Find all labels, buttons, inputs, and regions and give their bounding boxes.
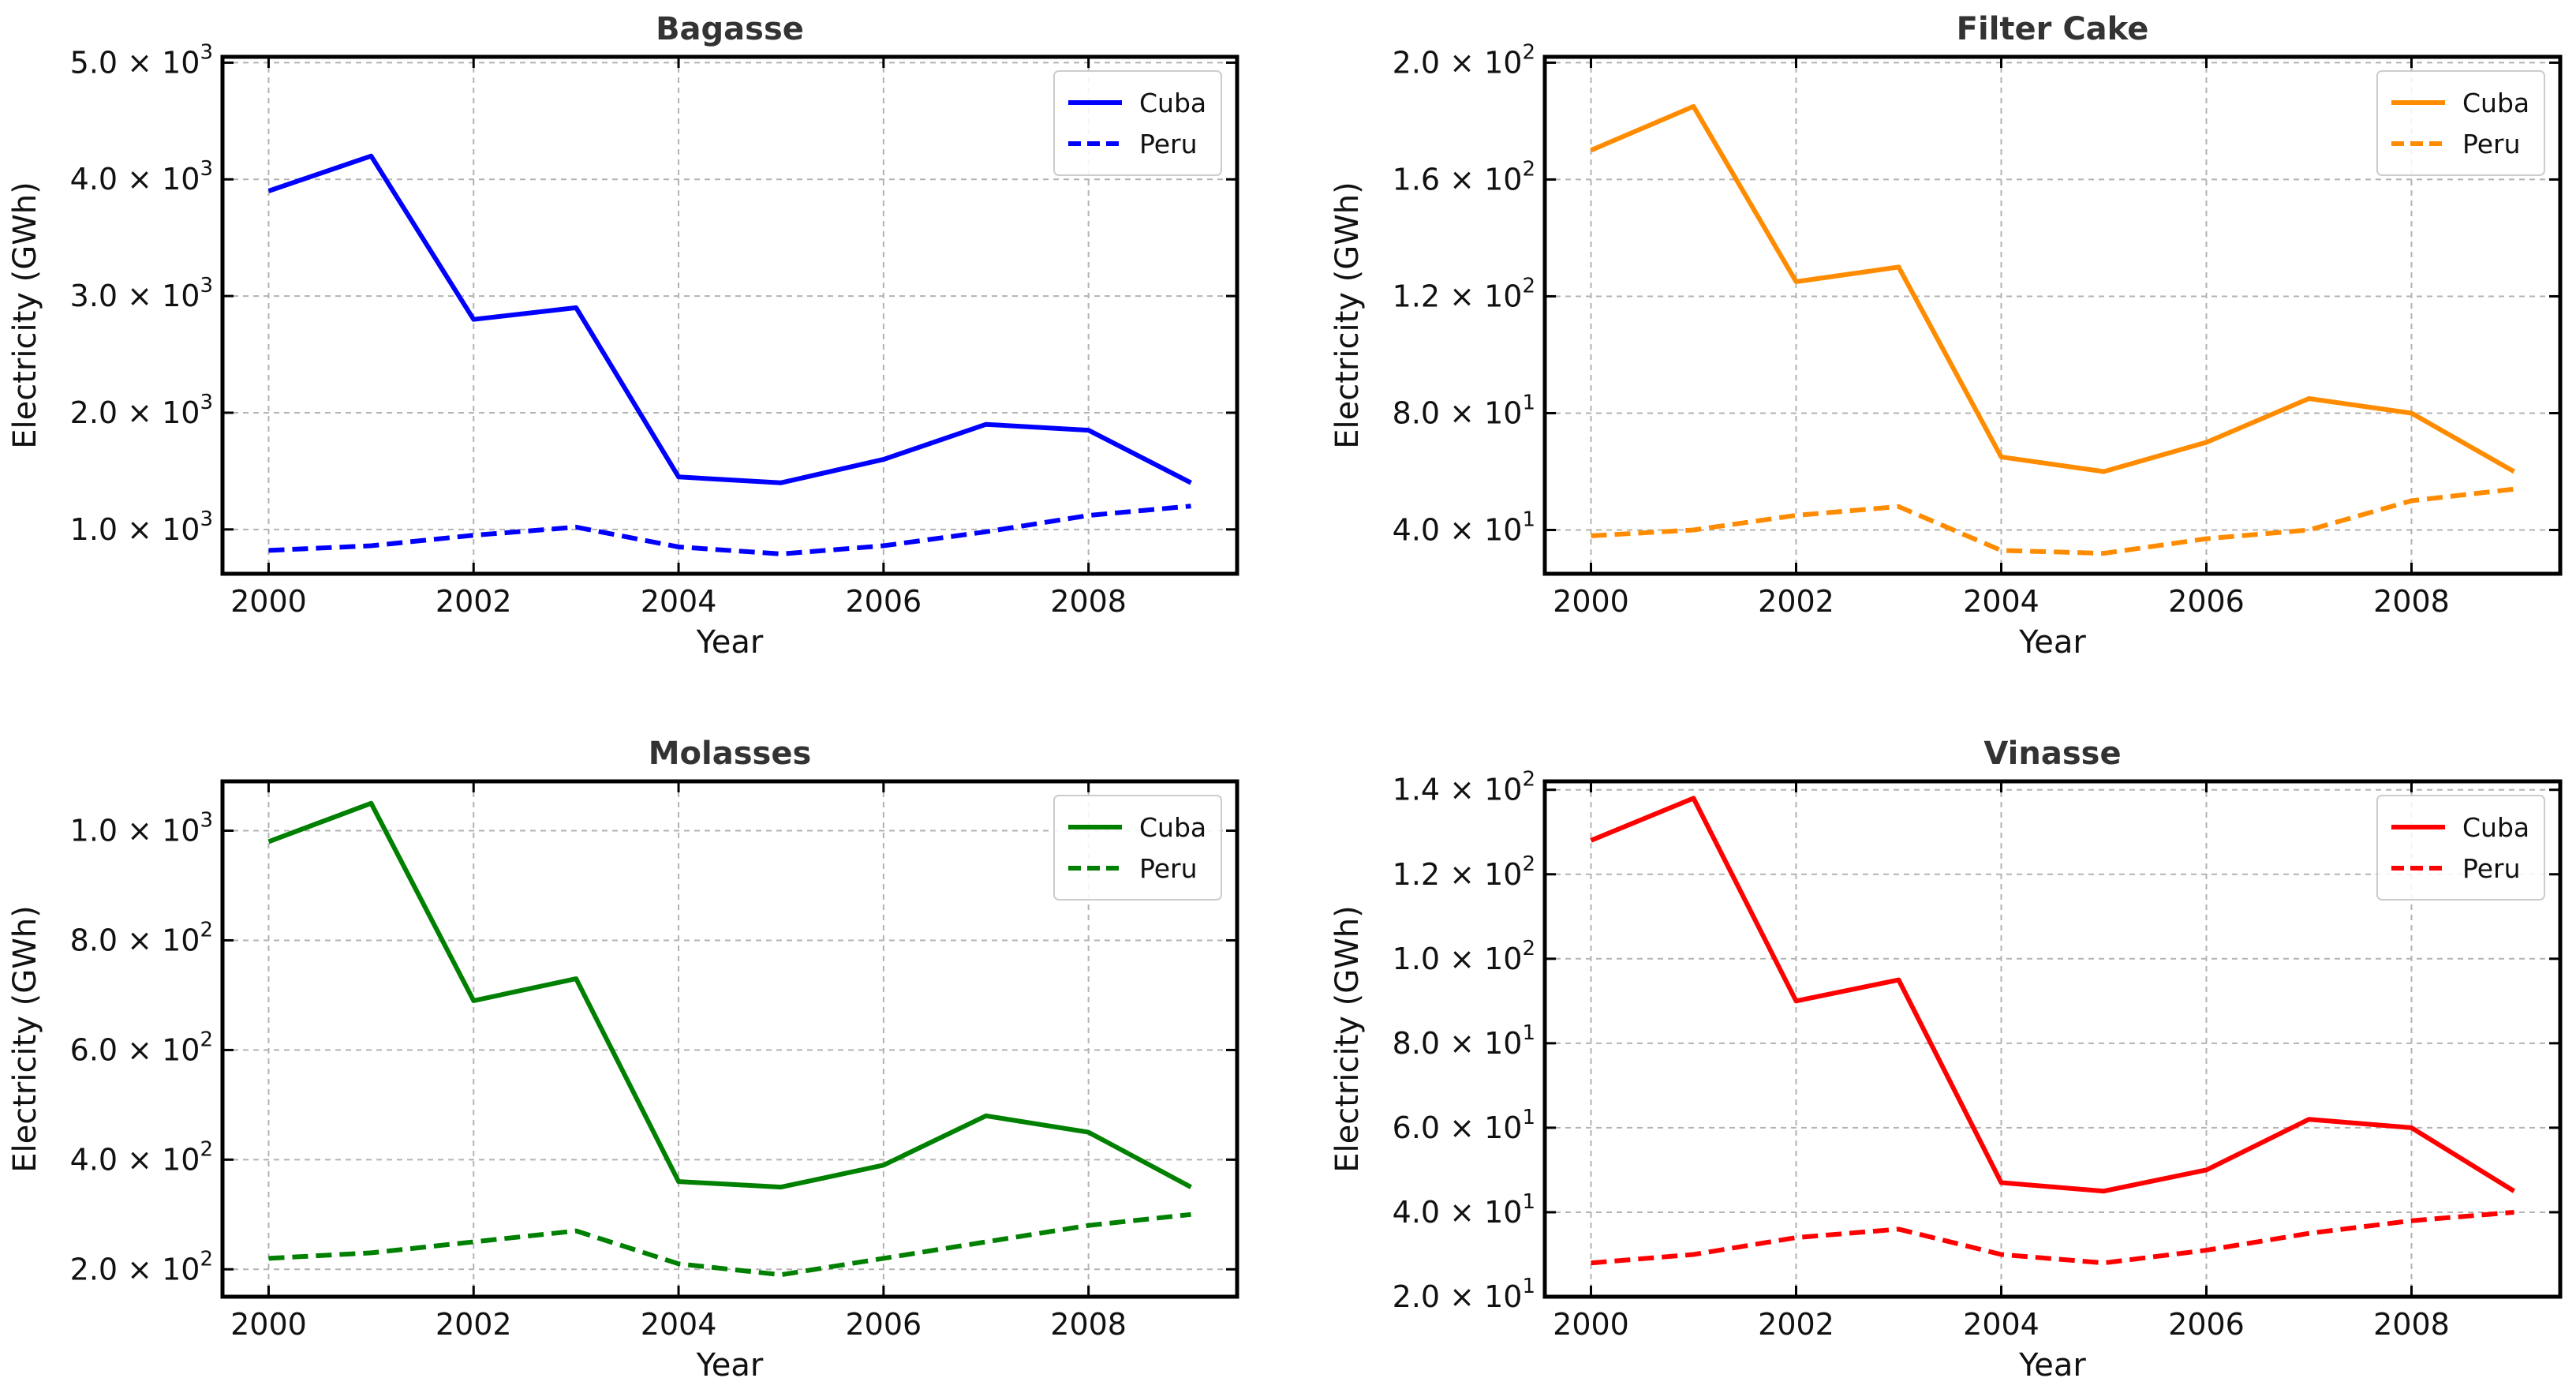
x-tick-label: 2004	[641, 584, 717, 619]
y-tick-label: 1.2 × 102	[1393, 852, 1535, 892]
y-tick-label: 4.0 × 103	[70, 157, 213, 197]
series-line-cuba	[267, 800, 1192, 1190]
y-tick-label: 4.0 × 101	[1393, 1190, 1535, 1230]
legend-box	[2376, 70, 2545, 176]
y-axis-label: Electricity (GWh)	[7, 905, 43, 1173]
series-line-cuba	[1590, 796, 2516, 1194]
y-tick-label: 1.0 × 103	[70, 809, 213, 848]
legend-box	[1053, 70, 1222, 176]
chart-vinasse: 2000 2002 2004 2006 2008 2.0 × 101 4.0 × 101 6.…	[1329, 736, 2563, 1384]
legend-box	[2376, 795, 2545, 901]
chart-molasses: 2000 2002 2004 2006 2008 2.0 × 102 4.0 × 102 6.…	[7, 736, 1239, 1384]
legend-label-cuba: Cuba	[2462, 812, 2529, 843]
y-tick-label: 2.0 × 102	[70, 1247, 213, 1286]
y-tick-label: 1.4 × 102	[1393, 768, 1535, 807]
y-tick-label: 5.0 × 103	[70, 40, 213, 80]
plot-frame	[1542, 779, 2563, 1299]
plot-frame	[1542, 54, 2563, 576]
legend-label-cuba: Cuba	[1139, 812, 1206, 843]
legend-label-cuba: Cuba	[2462, 88, 2529, 118]
x-tick-label: 2008	[1050, 1307, 1127, 1342]
x-tick-label: 2006	[845, 584, 922, 619]
legend: Cuba Peru	[2376, 795, 2545, 901]
x-tick-label: 2006	[2168, 584, 2245, 619]
y-tick-label: 4.0 × 102	[70, 1137, 213, 1177]
x-tick-label: 2004	[641, 1307, 717, 1342]
series-line-peru	[268, 1211, 1191, 1278]
legend-label-peru: Peru	[1139, 853, 1198, 884]
x-tick-label: 2000	[1553, 1307, 1629, 1342]
legend: Cuba Peru	[1053, 70, 1222, 176]
y-tick-label: 1.6 × 102	[1393, 157, 1535, 197]
x-tick-label: 2000	[1553, 584, 1629, 619]
y-tick-label: 6.0 × 102	[70, 1028, 213, 1067]
y-tick-label: 1.0 × 102	[1393, 937, 1535, 976]
x-tick-label: 2002	[436, 1307, 512, 1342]
x-tick-label: 2008	[1050, 584, 1127, 619]
y-axis-label: Electricity (GWh)	[1329, 905, 1366, 1173]
y-tick-label: 2.0 × 101	[1393, 1275, 1535, 1314]
chart-title: Molasses	[649, 736, 812, 772]
x-tick-label: 2002	[436, 584, 512, 619]
series-line-peru	[1591, 1210, 2514, 1266]
series-line-cuba	[1590, 103, 2515, 474]
x-tick-label: 2002	[1758, 1307, 1834, 1342]
legend-box	[1053, 795, 1222, 901]
legend-label-cuba: Cuba	[1139, 88, 1206, 118]
x-tick-label: 2004	[1963, 1307, 2039, 1342]
chart-bagasse: 2000 2002 2004 2006 2008 1.0 × 103 2.0 × 103 3.…	[7, 11, 1239, 661]
chart-title: Bagasse	[656, 11, 804, 47]
chart-title: Filter Cake	[1957, 11, 2149, 47]
x-axis-label: Year	[696, 1347, 764, 1384]
x-axis-label: Year	[2018, 1347, 2086, 1384]
x-tick-label: 2008	[2373, 584, 2450, 619]
y-axis-label: Electricity (GWh)	[1329, 182, 1366, 449]
y-tick-label: 8.0 × 101	[1393, 1021, 1535, 1061]
plot-frame	[220, 779, 1239, 1299]
legend-label-peru: Peru	[2462, 853, 2521, 884]
y-tick-label: 1.2 × 102	[1393, 274, 1535, 313]
x-tick-label: 2006	[845, 1307, 922, 1342]
y-tick-label: 2.0 × 103	[70, 391, 213, 430]
y-tick-label: 4.0 × 101	[1393, 507, 1535, 547]
series-line-cuba	[267, 153, 1192, 485]
legend-label-peru: Peru	[2462, 129, 2521, 159]
legend: Cuba Peru	[1053, 795, 1222, 901]
x-axis-label: Year	[696, 624, 764, 661]
y-tick-label: 8.0 × 102	[70, 918, 213, 957]
legend-label-peru: Peru	[1139, 129, 1198, 159]
y-axis-label: Electricity (GWh)	[7, 182, 43, 449]
x-tick-label: 2008	[2373, 1307, 2450, 1342]
legend: Cuba Peru	[2376, 70, 2545, 176]
y-tick-label: 6.0 × 101	[1393, 1106, 1535, 1145]
series-line-peru	[268, 504, 1191, 556]
x-tick-label: 2004	[1963, 584, 2039, 619]
x-tick-label: 2000	[230, 1307, 307, 1342]
x-axis-label: Year	[2018, 624, 2086, 661]
y-tick-label: 3.0 × 103	[70, 274, 213, 313]
x-tick-label: 2002	[1758, 584, 1834, 619]
x-tick-label: 2006	[2168, 1307, 2245, 1342]
y-tick-label: 1.0 × 103	[70, 507, 213, 547]
plot-frame	[220, 54, 1239, 576]
x-tick-label: 2000	[230, 584, 307, 619]
series-line-peru	[1591, 486, 2514, 556]
y-tick-label: 2.0 × 102	[1393, 40, 1535, 80]
y-tick-label: 8.0 × 101	[1393, 391, 1535, 430]
chart-filter-cake: 2000 2002 2004 2006 2008 4.0 × 101 8.0 × 101 1.…	[1329, 11, 2563, 661]
chart-title: Vinasse	[1983, 736, 2121, 772]
